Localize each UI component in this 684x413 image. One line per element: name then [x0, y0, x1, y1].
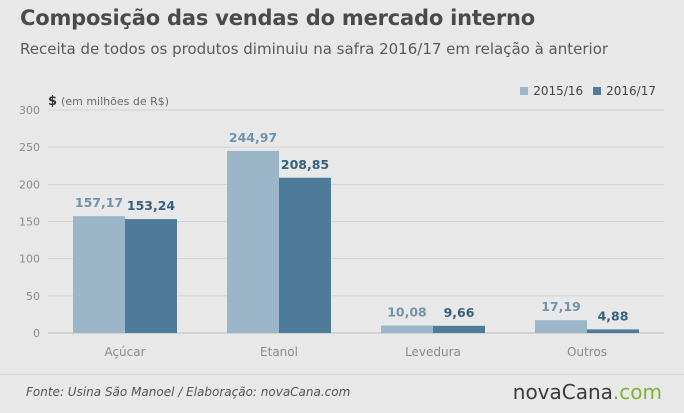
y-tick-label-100: 100 [19, 253, 40, 266]
bar-1-1 [73, 216, 125, 333]
bar-2-3 [433, 325, 485, 333]
legend-label-series-1: 2015/16 [533, 84, 584, 98]
legend-swatch-series-1 [520, 87, 529, 95]
data-label-1-2: 244,97 [229, 130, 277, 145]
y-tick-label-50: 50 [26, 290, 40, 303]
data-label-1-3: 10,08 [387, 305, 427, 320]
bar-2-4 [587, 329, 639, 333]
chart-title: Composição das vendas do mercado interno [20, 6, 535, 30]
legend-label-series-2: 2016/17 [606, 84, 656, 98]
y-tick-label-0: 0 [33, 327, 40, 340]
unit-label: $ (em milhões de R$) [48, 94, 169, 109]
chart-subtitle: Receita de todos os produtos diminuiu na… [20, 40, 609, 58]
bar-1-4 [535, 320, 587, 333]
x-tick-label-1: Açúcar [104, 345, 145, 359]
brand-name: novaCana [512, 380, 613, 404]
x-tick-label-4: Outros [567, 345, 607, 359]
y-tick-label-150: 150 [19, 216, 40, 229]
y-tick-label-200: 200 [19, 178, 40, 191]
currency-symbol: $ [48, 94, 58, 109]
data-label-2-2: 208,85 [281, 157, 329, 172]
brand-suffix: .com [612, 380, 662, 404]
data-label-1-1: 157,17 [75, 195, 123, 210]
x-tick-label-2: Etanol [260, 345, 298, 359]
bar-chart: 0 50 100 150 200 250 300 157,17 153,24 Açúcar 244,… [19, 104, 664, 359]
y-tick-label-250: 250 [19, 141, 40, 154]
bar-1-3 [381, 325, 433, 333]
unit-text: (em milhões de R$) [61, 95, 170, 108]
bar-2-2 [279, 177, 331, 333]
data-label-2-1: 153,24 [127, 198, 176, 213]
footer: Fonte: Usina São Manoel / Elaboração: no… [0, 374, 684, 413]
legend-swatch-series-2 [593, 87, 602, 95]
source-note: Fonte: Usina São Manoel / Elaboração: no… [26, 385, 351, 399]
legend-item-series-2: 2016/17 [593, 84, 656, 98]
x-tick-label-3: Levedura [405, 345, 461, 359]
bar-2-1 [125, 219, 177, 333]
bar-1-2 [227, 150, 279, 333]
brand-logo: novaCana.com [513, 380, 662, 404]
data-label-2-3: 9,66 [444, 305, 475, 320]
legend-item-series-1: 2015/16 [520, 84, 583, 98]
legend: 2015/16 2016/17 [520, 84, 656, 98]
y-tick-label-300: 300 [19, 104, 40, 117]
data-label-2-4: 4,88 [598, 308, 629, 323]
data-label-1-4: 17,19 [541, 299, 581, 314]
